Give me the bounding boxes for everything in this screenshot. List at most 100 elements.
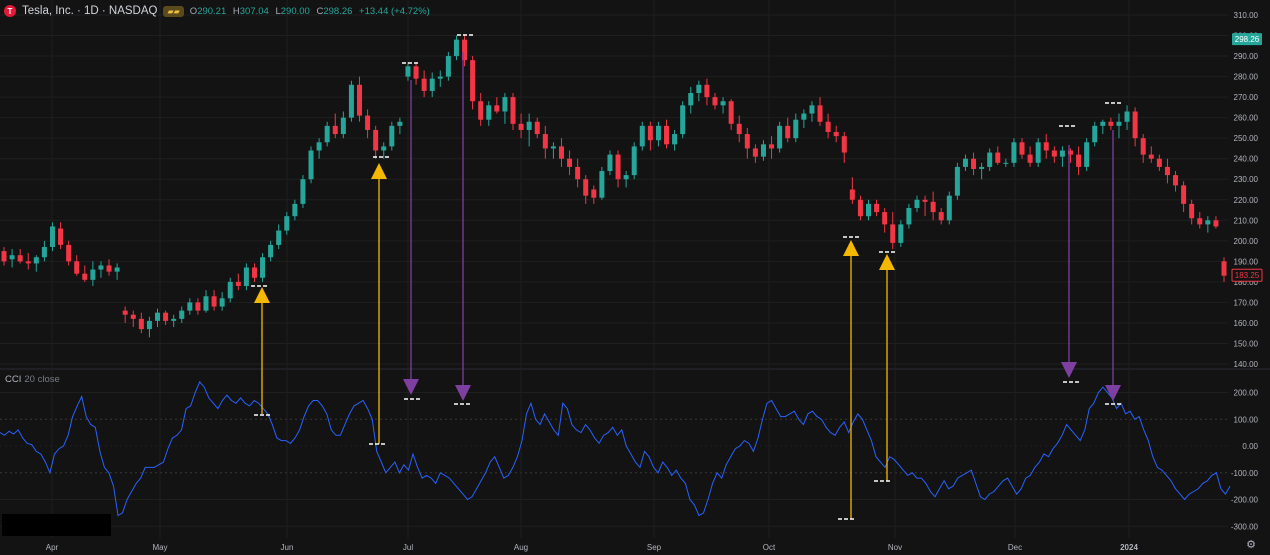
candle-body <box>906 207 912 225</box>
price-axis[interactable]: 310.00300.00290.00280.00270.00260.00250.… <box>1231 11 1263 531</box>
settings-gear-icon[interactable]: ⚙ <box>1246 539 1256 551</box>
candle <box>49 222 55 252</box>
candle <box>1059 146 1065 167</box>
time-axis[interactable]: Apr May Jun Jul Aug Sep Oct Nov Dec 2024 <box>46 543 1139 552</box>
candle <box>809 101 815 122</box>
candle-body <box>712 97 718 106</box>
symbol-title[interactable]: Tesla, Inc. · 1D · NASDAQ <box>22 5 158 17</box>
candle <box>841 132 847 163</box>
candle-body <box>550 146 556 149</box>
candle-body <box>510 97 516 124</box>
candle-body <box>639 125 645 147</box>
time-tick-label: Jul <box>403 543 413 552</box>
candle-body <box>316 142 322 151</box>
candle <box>777 121 783 153</box>
price-tag-text: 298.26 <box>1235 35 1260 44</box>
candle-body <box>866 203 872 217</box>
candle <box>17 249 23 264</box>
candle-body <box>1173 175 1179 186</box>
candle-body <box>348 84 354 118</box>
price-tick-label: 250.00 <box>1234 134 1259 143</box>
candle <box>1027 146 1033 167</box>
candle <box>995 146 1001 165</box>
candle-body <box>1164 166 1170 176</box>
candle-body <box>17 255 23 262</box>
candle <box>292 199 298 221</box>
candle <box>769 136 775 159</box>
candle <box>882 207 888 233</box>
price-label-tag: 298.26 <box>1232 33 1262 46</box>
candle <box>1124 105 1130 130</box>
change-value: +13.44 (+4.72%) <box>359 5 430 17</box>
candle-body <box>607 154 613 172</box>
candle <box>1084 138 1090 172</box>
candle <box>340 111 346 139</box>
candle <box>591 185 597 204</box>
candle-body <box>615 154 621 180</box>
cci-tick-label: -300.00 <box>1231 522 1259 531</box>
candle <box>567 150 573 176</box>
chart-header: T Tesla, Inc. · 1D · NASDAQ ▰▰ O290.21 H… <box>4 4 430 18</box>
price-tick-label: 200.00 <box>1234 237 1259 246</box>
candle <box>542 125 548 159</box>
candle <box>712 93 718 110</box>
candle-body <box>1197 218 1203 225</box>
candle-body <box>381 146 387 151</box>
candle <box>623 171 629 188</box>
candle-body <box>1084 142 1090 167</box>
candle-body <box>1132 111 1138 139</box>
candle <box>575 158 581 188</box>
candle <box>1019 138 1025 159</box>
market-status-badge[interactable]: ▰▰ <box>163 5 184 17</box>
candle <box>938 207 944 225</box>
price-tick-label: 310.00 <box>1234 11 1259 20</box>
candle <box>1189 199 1195 225</box>
candle <box>235 273 241 291</box>
candle <box>219 292 225 311</box>
price-tick-label: 270.00 <box>1234 93 1259 102</box>
candle-body <box>583 179 589 196</box>
time-tick-label: Apr <box>46 543 59 552</box>
candle <box>704 78 710 106</box>
close-value: 298.26 <box>323 5 353 17</box>
candle-body <box>914 199 920 208</box>
candle <box>639 121 645 151</box>
candle-body <box>785 125 791 139</box>
tesla-logo-icon: T <box>4 5 16 17</box>
candle <box>494 97 500 114</box>
price-tick-label: 230.00 <box>1234 175 1259 184</box>
candle-body <box>696 84 702 94</box>
candle-body <box>704 84 710 98</box>
candle-body <box>1051 150 1057 157</box>
candle <box>526 113 532 147</box>
cci-tick-label: -200.00 <box>1231 496 1259 505</box>
candle-body <box>922 199 928 202</box>
candle <box>1197 212 1203 229</box>
candle-body <box>817 105 823 122</box>
candle <box>1051 146 1057 163</box>
candle <box>195 298 201 315</box>
candle <box>866 199 872 221</box>
candle <box>647 121 653 151</box>
open-value: 290.21 <box>197 5 227 17</box>
price-label-tag: 183.25 <box>1231 268 1263 282</box>
candle-body <box>1019 142 1025 155</box>
candle-body <box>260 257 266 278</box>
candle <box>211 290 217 311</box>
candle-body <box>284 216 290 231</box>
candle-body <box>575 166 581 180</box>
cci-legend[interactable]: CCI 20 close <box>5 374 60 385</box>
candle <box>405 62 411 81</box>
candle-body <box>1043 142 1049 151</box>
candle-body <box>486 105 492 120</box>
candle <box>332 113 338 139</box>
candle-body <box>41 246 47 258</box>
candle-body <box>736 123 742 135</box>
price-tick-label: 220.00 <box>1234 196 1259 205</box>
candle <box>785 117 791 143</box>
sell-arrow-head-icon <box>403 379 419 395</box>
candle-body <box>1221 261 1227 276</box>
candle-body <box>421 78 427 91</box>
cci-tick-label: -100.00 <box>1231 469 1259 478</box>
